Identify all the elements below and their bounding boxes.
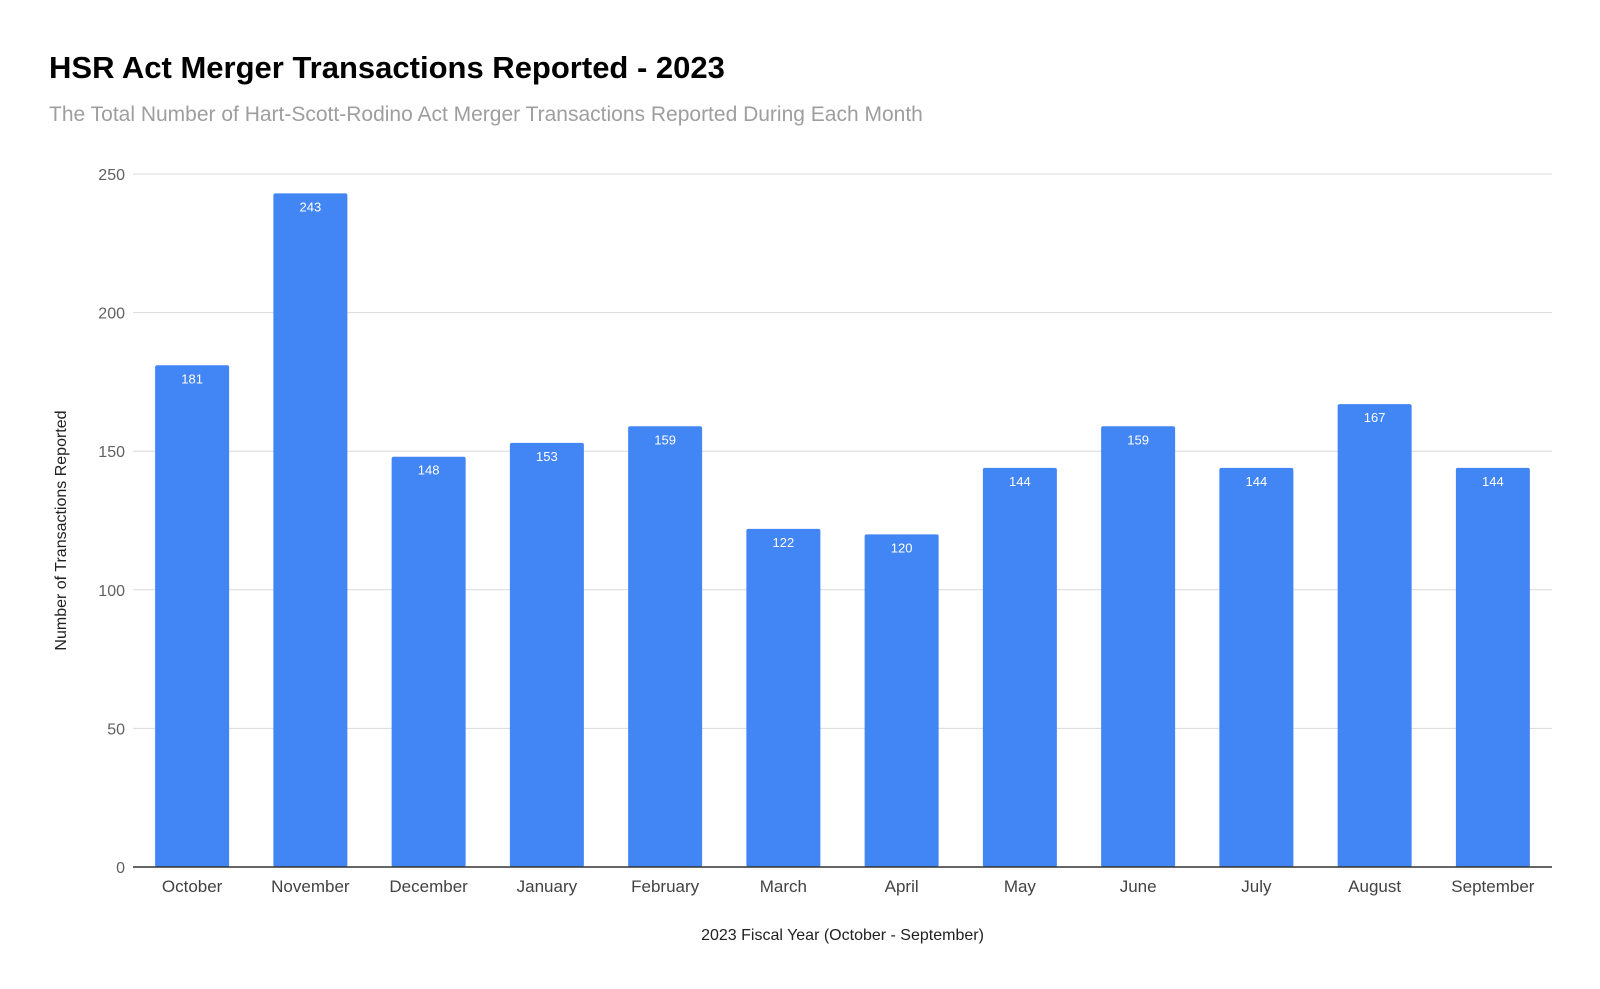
x-tick-label-may: May — [1004, 877, 1037, 896]
data-label-november: 243 — [300, 199, 322, 214]
data-label-august: 167 — [1364, 410, 1386, 425]
chart-subtitle: The Total Number of Hart-Scott-Rodino Ac… — [49, 103, 923, 126]
x-tick-label-april: April — [885, 877, 919, 896]
x-tick-label-december: December — [389, 877, 468, 896]
x-tick-label-march: March — [760, 877, 807, 896]
y-tick-label: 100 — [98, 583, 125, 600]
data-label-march: 122 — [773, 535, 795, 550]
bar-november — [273, 193, 348, 868]
bar-august — [1337, 404, 1412, 867]
bar-may — [982, 467, 1057, 867]
bar-october — [155, 365, 230, 867]
x-tick-label-july: July — [1241, 877, 1272, 896]
x-tick-label-january: January — [517, 877, 578, 896]
x-axis-title: 2023 Fiscal Year (October - September) — [701, 927, 984, 944]
y-axis-title: Number of Transactions Reported — [53, 410, 70, 650]
data-label-february: 159 — [654, 432, 676, 447]
data-label-may: 144 — [1009, 474, 1031, 489]
chart-title: HSR Act Merger Transactions Reported - 2… — [49, 50, 725, 85]
x-tick-label-february: February — [631, 877, 700, 896]
x-tick-label-november: November — [271, 877, 350, 896]
data-label-april: 120 — [891, 540, 913, 555]
data-label-january: 153 — [536, 449, 558, 464]
y-axis-ticks: 0 50 100 150 200 250 — [98, 167, 125, 877]
bar-march — [746, 528, 821, 867]
y-tick-label: 200 — [98, 306, 125, 323]
data-label-october: 181 — [181, 371, 203, 386]
y-tick-label: 0 — [116, 860, 125, 877]
bar-april — [864, 534, 939, 867]
x-axis-categories: October November December January February Ma… — [162, 877, 1535, 896]
bar-july — [1219, 467, 1294, 867]
bar-february — [628, 426, 703, 867]
y-tick-label: 50 — [107, 721, 125, 738]
bar-june — [1101, 426, 1176, 867]
x-tick-label-august: August — [1348, 877, 1401, 896]
y-tick-label: 250 — [98, 167, 125, 184]
x-tick-label-september: September — [1451, 877, 1534, 896]
x-tick-label-october: October — [162, 877, 223, 896]
gridlines — [133, 173, 1552, 729]
bar-january — [509, 442, 584, 867]
bar-september — [1455, 467, 1530, 867]
data-label-september: 144 — [1482, 474, 1504, 489]
bars: 181 243 148 153 159 122 120 144 159 144 167 144 — [155, 193, 1530, 868]
bar-december — [391, 456, 466, 867]
data-label-june: 159 — [1127, 432, 1149, 447]
data-label-december: 148 — [418, 463, 440, 478]
data-label-july: 144 — [1246, 474, 1268, 489]
x-tick-label-june: June — [1120, 877, 1157, 896]
y-tick-label: 150 — [98, 444, 125, 461]
